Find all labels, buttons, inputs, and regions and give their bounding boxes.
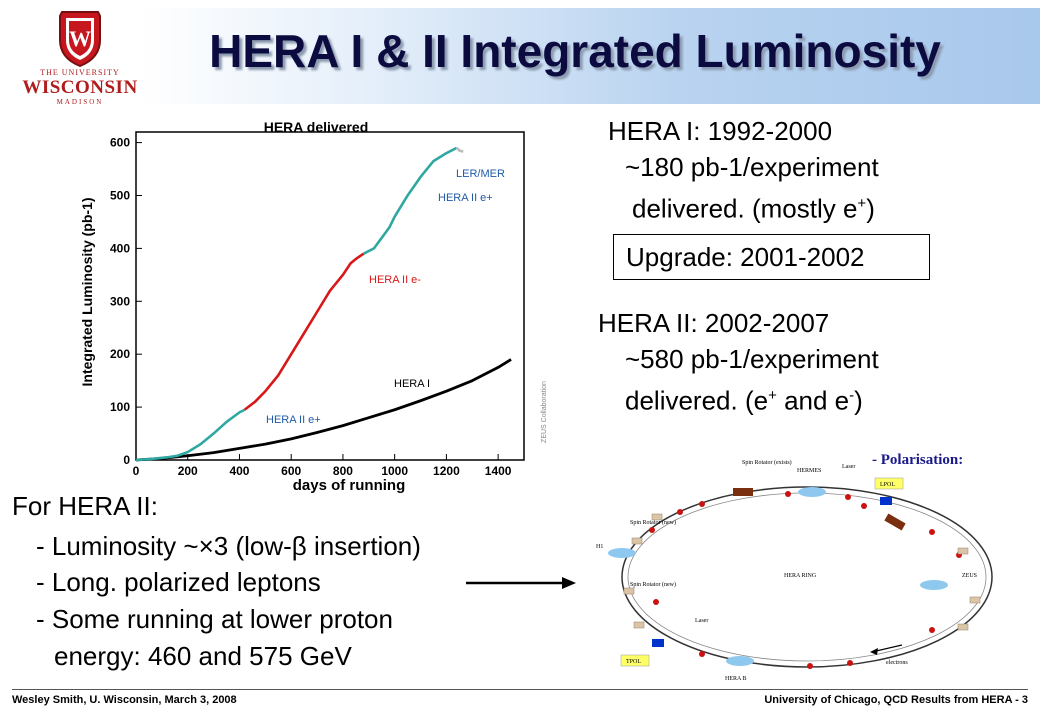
zeus-label: ZEUS [962,573,977,579]
hera1-line3-end: ) [866,193,875,224]
tpol-polarimeter [652,639,664,647]
y-tick-label: 300 [110,294,130,308]
lpol-box [874,477,904,490]
x-tick-label: 600 [281,464,301,478]
luminosity-chart: HERA delivered 0 100 200 300 400 500 600 0 200 4… [79,119,548,494]
tpol-box [620,654,650,667]
x-tick-label: 1000 [381,464,408,478]
logo-line-1: THE UNIVERSITY [40,68,120,77]
tpol-label: TPOL [626,659,641,665]
zeus-detector [920,580,948,590]
y-tick-label: 600 [110,136,130,150]
university-logo: W THE UNIVERSITY WISCONSIN MADISON [20,6,140,106]
hera1-line3-sup: + [857,195,867,212]
label-hera2-eplus-high: HERA II e+ [438,192,493,204]
laser-top-label: Laser [842,464,855,470]
hera2-line2: ~580 pb-1/experiment [625,344,879,374]
hermes-label: HERMES [797,468,821,474]
label-hera2-eminus: HERA II e- [369,274,421,286]
y-tick-label: 400 [110,241,130,255]
hera1-line1: HERA I: 1992-2000 [608,116,833,146]
x-tick-label: 400 [229,464,249,478]
h1-detector [608,548,636,558]
slide-title: HERA I & II Integrated Luminosity [209,25,941,77]
hera-b-label: HERA B [725,676,747,682]
series-line-1 [135,358,512,462]
spin-rotator-new-2-label: Spin Rotator (new) [630,581,676,588]
spin-rotator-existing-left [733,488,753,496]
x-tick-label: 1200 [433,464,460,478]
chart-title: HERA delivered [264,119,369,135]
spin-rotator-new-1-label: Spin Rotator (new) [630,519,676,526]
lpol-polarimeter [880,497,892,505]
crest-letter: W [69,26,91,51]
x-axis-label: days of running [293,477,406,494]
polarisation-label: - Polarisation: [872,452,963,468]
upgrade-box: Upgrade: 2001-2002 [613,234,930,280]
hera2-line3-b: and e [776,385,850,416]
label-lermer: LER/MER [456,168,505,180]
electrons-label: electrons [886,660,908,666]
y-axis-label: Integrated Luminosity (pb-1) [79,198,95,387]
plot-frame-box [135,131,525,461]
hermes-detector [798,487,826,497]
footer-rule [12,689,1028,690]
footer-right: University of Chicago, QCD Results from … [764,694,1028,706]
notes-bullet-energies: energy: 460 and 575 GeV [54,641,352,671]
hera1-line3: delivered. (mostly e+) [632,186,875,227]
hera-b-detector [726,656,754,666]
magnet-markers [649,491,962,669]
bullet1-a: - Luminosity ~ [36,531,199,561]
y-tick-label: 0 [123,453,130,467]
series-line-3 [243,252,365,411]
hera-ring-label: HERA RING [784,573,817,579]
series-line-4 [363,146,458,255]
header-band [140,8,1040,104]
arrow-icon [466,577,576,589]
footer-left: Wesley Smith, U. Wisconsin, March 3, 200… [12,694,237,706]
hera2-line3: delivered. (e+ and e-) [625,378,863,419]
y-tick-label: 100 [110,400,130,414]
logo-line-3: MADISON [56,98,104,106]
notes-bullet-polarized: - Long. polarized leptons [36,567,321,597]
series-line-2 [135,408,246,462]
hera2-line3-a: delivered. (e [625,385,769,416]
hera2-line3-end: ) [854,385,863,416]
beta-symbol: β [291,531,307,561]
x-tick-label: 800 [333,464,353,478]
hera2-line3-sup1: + [768,387,777,404]
hera-ring-diagram: - Polarisation: Spin Rotator (exists) HE… [596,452,993,682]
spin-rotator-exists-label: Spin Rotator (exists) [742,459,792,466]
series-line-5 [455,146,464,153]
label-hera1: HERA I [394,378,430,390]
label-hera2-eplus-low: HERA II e+ [266,414,321,426]
crest-icon: W [59,11,101,68]
hera1-line3-text: delivered. (mostly e [632,193,858,224]
hera2-line1: HERA II: 2002-2007 [598,308,830,338]
x-tick-label: 200 [178,464,198,478]
notes-bullet-luminosity: - Luminosity ~×3 (low-β insertion) [36,528,421,564]
bullet1-c: insertion) [306,531,421,561]
hera2-line3-sup2: - [849,387,855,404]
x-tick-label: 1400 [485,464,512,478]
h1-label: H1 [596,544,603,550]
bullet1-b: 3 (low- [213,531,292,561]
times-symbol: × [198,531,214,561]
y-tick-label: 500 [110,188,130,202]
y-tick-label: 200 [110,347,130,361]
spin-rotator-existing-right [884,513,906,531]
lpol-label: LPOL [880,482,895,488]
zeus-watermark: ZEUS Collaboration [541,381,548,443]
x-tick-label: 0 [133,464,140,478]
hera1-line2: ~180 pb-1/experiment [625,152,879,182]
spin-rotators-new [623,513,981,631]
notes-bullet-lower-energy: - Some running at lower proton [36,604,393,634]
laser-bottom-label: Laser [695,618,708,624]
notes-heading: For HERA II: [12,491,158,521]
logo-wordmark: WISCONSIN [22,77,138,98]
